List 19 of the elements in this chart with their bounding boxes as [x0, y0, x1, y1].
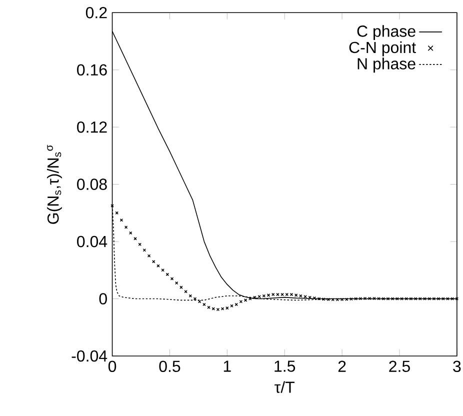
y-tick-label: 0.08 [77, 178, 107, 190]
x-tick-label: 0.5 [159, 360, 180, 372]
y-tick-label: 0.2 [86, 7, 107, 18]
y-tick-label: 0 [99, 293, 107, 304]
legend-label: C phase [357, 25, 416, 40]
x-tick-label: 1.5 [274, 360, 296, 372]
x-tick-label: 2 [338, 360, 346, 372]
y-tick-label: -0.04 [72, 350, 108, 362]
y-axis-title: G(N$_{s}$,τ)/N$_{s}$σ [47, 144, 62, 224]
x-axis-title: τ/T [274, 381, 295, 393]
y-tick-label: 0.04 [77, 236, 108, 248]
y-tick-label: 0.12 [77, 121, 107, 133]
legend-label: C-N point [349, 41, 416, 56]
y-tick-label: 0.16 [77, 64, 107, 76]
x-tick-label: 0 [108, 360, 116, 372]
x-tick-label: 1 [224, 360, 231, 372]
legend-label: N phase [358, 58, 416, 73]
x-tick-label: 2.5 [389, 360, 410, 372]
x-tick-label: 3 [453, 360, 461, 372]
